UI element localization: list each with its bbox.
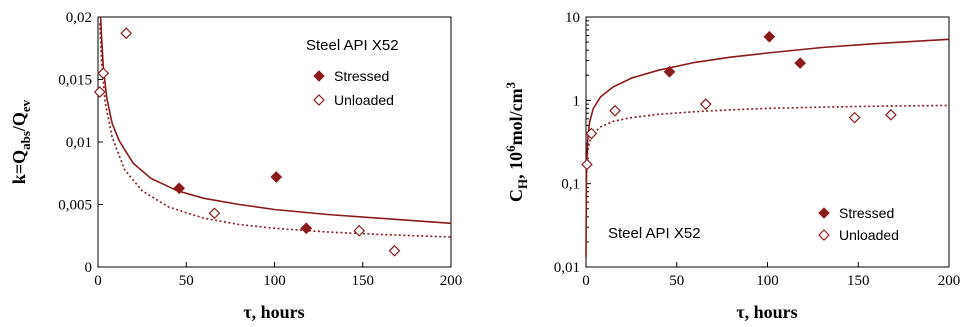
annotation-left: Steel API X52 — [306, 37, 399, 54]
legend-right: Stressed Unloaded — [818, 205, 899, 243]
x-tick-label-left: 100 — [263, 273, 286, 289]
legend-label-stressed-left: Stressed — [334, 68, 389, 84]
point-stressed-right — [794, 57, 807, 69]
annotation-right: Steel API X52 — [608, 225, 701, 242]
x-tick-label-right: 150 — [847, 273, 870, 289]
y-tick-label-right: 0,01 — [554, 260, 580, 276]
point-unloaded-left — [388, 244, 401, 257]
legend-marker-unloaded-left — [313, 94, 325, 106]
point-stressed-left — [300, 222, 313, 235]
point-group-right — [581, 30, 897, 171]
point-unloaded-left — [353, 224, 366, 237]
y-axis-label-left: k=Qabs/Qev — [9, 99, 33, 184]
y-tick-label-left: 0,015 — [58, 73, 92, 89]
point-stressed-left — [270, 171, 283, 183]
x-tick-label-left: 50 — [179, 273, 194, 289]
x-tick-label-left: 0 — [94, 273, 102, 289]
y-tick-label-right: 0,1 — [561, 177, 580, 193]
legend-marker-unloaded-right — [818, 229, 830, 241]
x-tick-label-right: 200 — [938, 273, 961, 289]
point-unloaded-right — [585, 127, 598, 140]
point-unloaded-right — [699, 98, 712, 110]
y-tick-label-left: 0,02 — [66, 10, 92, 26]
point-stressed-right — [763, 30, 776, 43]
chart-left: 0 50 100 150 200 0 0,005 0,01 0,015 0,02 Steel AP… — [9, 10, 462, 322]
point-unloaded-right — [848, 111, 861, 124]
point-unloaded-right — [581, 158, 593, 171]
legend-marker-stressed-left — [313, 70, 325, 82]
x-tick-label-right: 100 — [756, 273, 779, 289]
y-tick-label-left: 0,005 — [58, 198, 92, 214]
x-tick-label-right: 50 — [669, 273, 684, 289]
y-axis-label-right: CH, 106mol/cm3 — [503, 81, 530, 202]
point-unloaded-left — [120, 27, 133, 40]
legend-label-unloaded-right: Unloaded — [839, 227, 899, 243]
point-unloaded-left — [97, 67, 110, 80]
x-axis-label-right: τ, hours — [736, 302, 797, 322]
fit-curve-unloaded-left — [99, 23, 452, 238]
legend-label-stressed-right: Stressed — [839, 205, 894, 221]
y-tick-label-right: 1 — [573, 93, 581, 109]
point-unloaded-right — [609, 104, 621, 117]
chart-right: 0 50 100 150 200 0,01 0,1 1 10 Steel API X52 Str… — [503, 10, 960, 322]
tick-group-right: 0 50 100 150 200 0,01 0,1 1 10 — [554, 10, 961, 289]
y-tick-label-right: 10 — [565, 10, 580, 26]
legend-marker-stressed-right — [818, 207, 830, 219]
y-tick-label-left: 0 — [85, 260, 93, 276]
legend-left: Stressed Unloaded — [313, 68, 394, 108]
x-tick-label-right: 0 — [582, 273, 590, 289]
x-tick-label-left: 150 — [352, 273, 375, 289]
point-unloaded-left — [208, 207, 221, 220]
point-unloaded-left — [93, 86, 106, 98]
plot-area-left — [97, 16, 452, 268]
point-stressed-left — [173, 182, 186, 195]
y-tick-label-left: 0,01 — [66, 135, 92, 151]
tick-group-left: 0 50 100 150 200 0 0,005 0,01 0,015 0,02 — [58, 10, 462, 289]
x-tick-label-left: 200 — [440, 273, 463, 289]
x-axis-label-left: τ, hours — [243, 302, 304, 322]
point-group-left — [93, 27, 401, 257]
legend-label-unloaded-left: Unloaded — [334, 92, 394, 108]
point-unloaded-right — [885, 108, 897, 121]
point-stressed-right — [663, 65, 676, 78]
fit-curve-unloaded-right — [585, 104, 950, 178]
